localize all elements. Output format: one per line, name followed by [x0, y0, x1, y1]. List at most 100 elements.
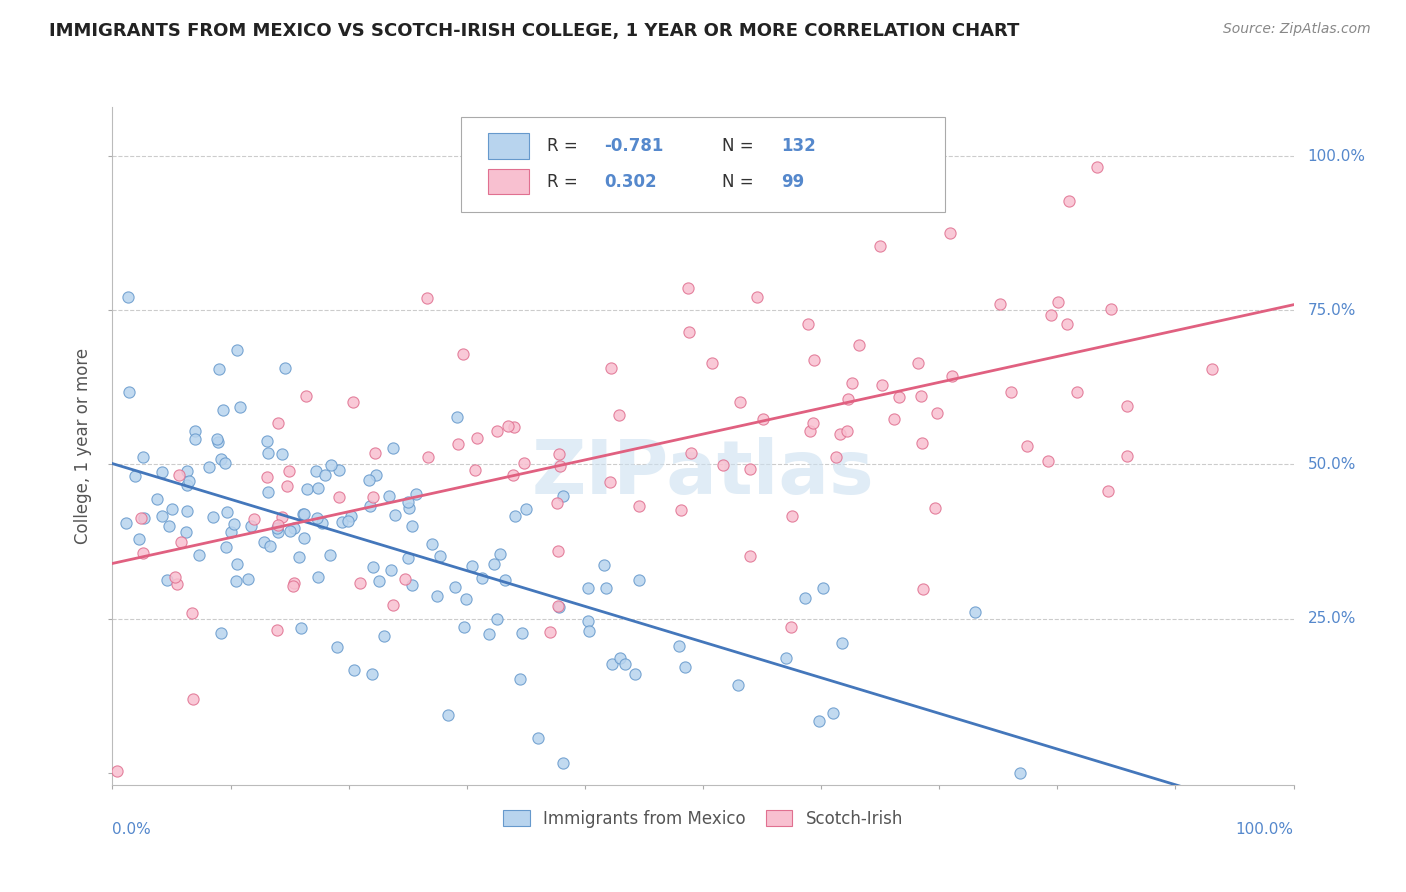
Point: [849, 128, 872, 142]
Point: [627, 500, 650, 514]
Point: [117, 290, 139, 304]
Point: [179, 475, 201, 489]
Point: [678, 325, 700, 339]
Point: [307, 482, 329, 496]
Point: [578, 624, 600, 639]
Point: [547, 544, 569, 558]
Point: [336, 515, 359, 529]
Point: [548, 458, 571, 473]
Point: [359, 499, 381, 513]
Point: [176, 504, 198, 518]
Point: [489, 547, 512, 561]
Point: [314, 467, 336, 482]
Point: [911, 436, 934, 450]
Point: [429, 549, 451, 564]
Point: [384, 508, 406, 523]
Text: ZIPatlas: ZIPatlas: [531, 436, 875, 509]
Point: [217, 505, 239, 519]
Point: [107, 764, 129, 778]
Point: [382, 598, 405, 612]
Point: [205, 433, 228, 447]
Point: [124, 469, 146, 483]
Point: [167, 467, 190, 482]
Point: [623, 667, 645, 681]
Point: [224, 517, 246, 532]
Point: [131, 510, 153, 524]
Point: [595, 582, 617, 596]
Point: [1201, 362, 1223, 376]
Point: [357, 473, 380, 487]
Text: 50.0%: 50.0%: [1308, 457, 1355, 472]
Point: [305, 511, 328, 525]
Point: [551, 756, 574, 770]
Point: [668, 639, 690, 653]
Point: [510, 626, 533, 640]
Point: [1057, 194, 1080, 209]
Point: [941, 368, 963, 383]
Point: [1040, 308, 1063, 322]
Point: [281, 579, 304, 593]
Bar: [488, 169, 530, 194]
Point: [214, 457, 236, 471]
Point: [160, 501, 183, 516]
Point: [283, 521, 305, 535]
Point: [292, 531, 315, 545]
Point: [401, 519, 423, 533]
Point: [274, 360, 297, 375]
Point: [198, 460, 221, 475]
Point: [267, 524, 290, 539]
Point: [678, 281, 700, 295]
Point: [547, 599, 569, 613]
Point: [416, 291, 439, 305]
Point: [486, 612, 509, 626]
Point: [471, 571, 494, 585]
Point: [808, 714, 831, 729]
Point: [831, 635, 853, 649]
Point: [363, 491, 385, 505]
Point: [830, 427, 852, 442]
Point: [548, 600, 571, 615]
Point: [396, 551, 419, 566]
Point: [176, 478, 198, 492]
Point: [297, 482, 319, 496]
Point: [180, 606, 202, 620]
Point: [1116, 399, 1139, 413]
Point: [307, 570, 329, 584]
Point: [447, 437, 470, 451]
Point: [509, 672, 531, 686]
Point: [825, 450, 848, 464]
Point: [295, 389, 318, 403]
Point: [292, 507, 315, 521]
Point: [212, 403, 235, 417]
FancyBboxPatch shape: [461, 117, 945, 212]
Text: 0.302: 0.302: [603, 173, 657, 191]
Point: [330, 516, 353, 530]
Point: [1066, 384, 1088, 399]
Point: [221, 525, 243, 540]
Point: [290, 621, 312, 635]
Text: 100.0%: 100.0%: [1308, 149, 1365, 164]
Point: [464, 463, 486, 477]
Point: [752, 412, 775, 426]
Point: [361, 667, 384, 681]
Point: [318, 548, 340, 562]
Point: [738, 462, 761, 476]
Point: [578, 581, 600, 595]
Point: [398, 500, 420, 515]
Point: [1097, 483, 1119, 498]
Point: [267, 518, 290, 533]
Point: [907, 356, 929, 370]
Point: [425, 589, 447, 603]
Point: [257, 485, 280, 500]
Point: [166, 577, 188, 591]
Point: [679, 446, 702, 460]
Point: [349, 575, 371, 590]
Point: [609, 650, 631, 665]
Point: [373, 629, 395, 643]
Point: [184, 432, 207, 446]
Point: [243, 512, 266, 526]
Point: [799, 424, 821, 438]
Point: [132, 450, 155, 464]
Text: N =: N =: [721, 137, 759, 155]
Text: -0.781: -0.781: [603, 137, 664, 155]
